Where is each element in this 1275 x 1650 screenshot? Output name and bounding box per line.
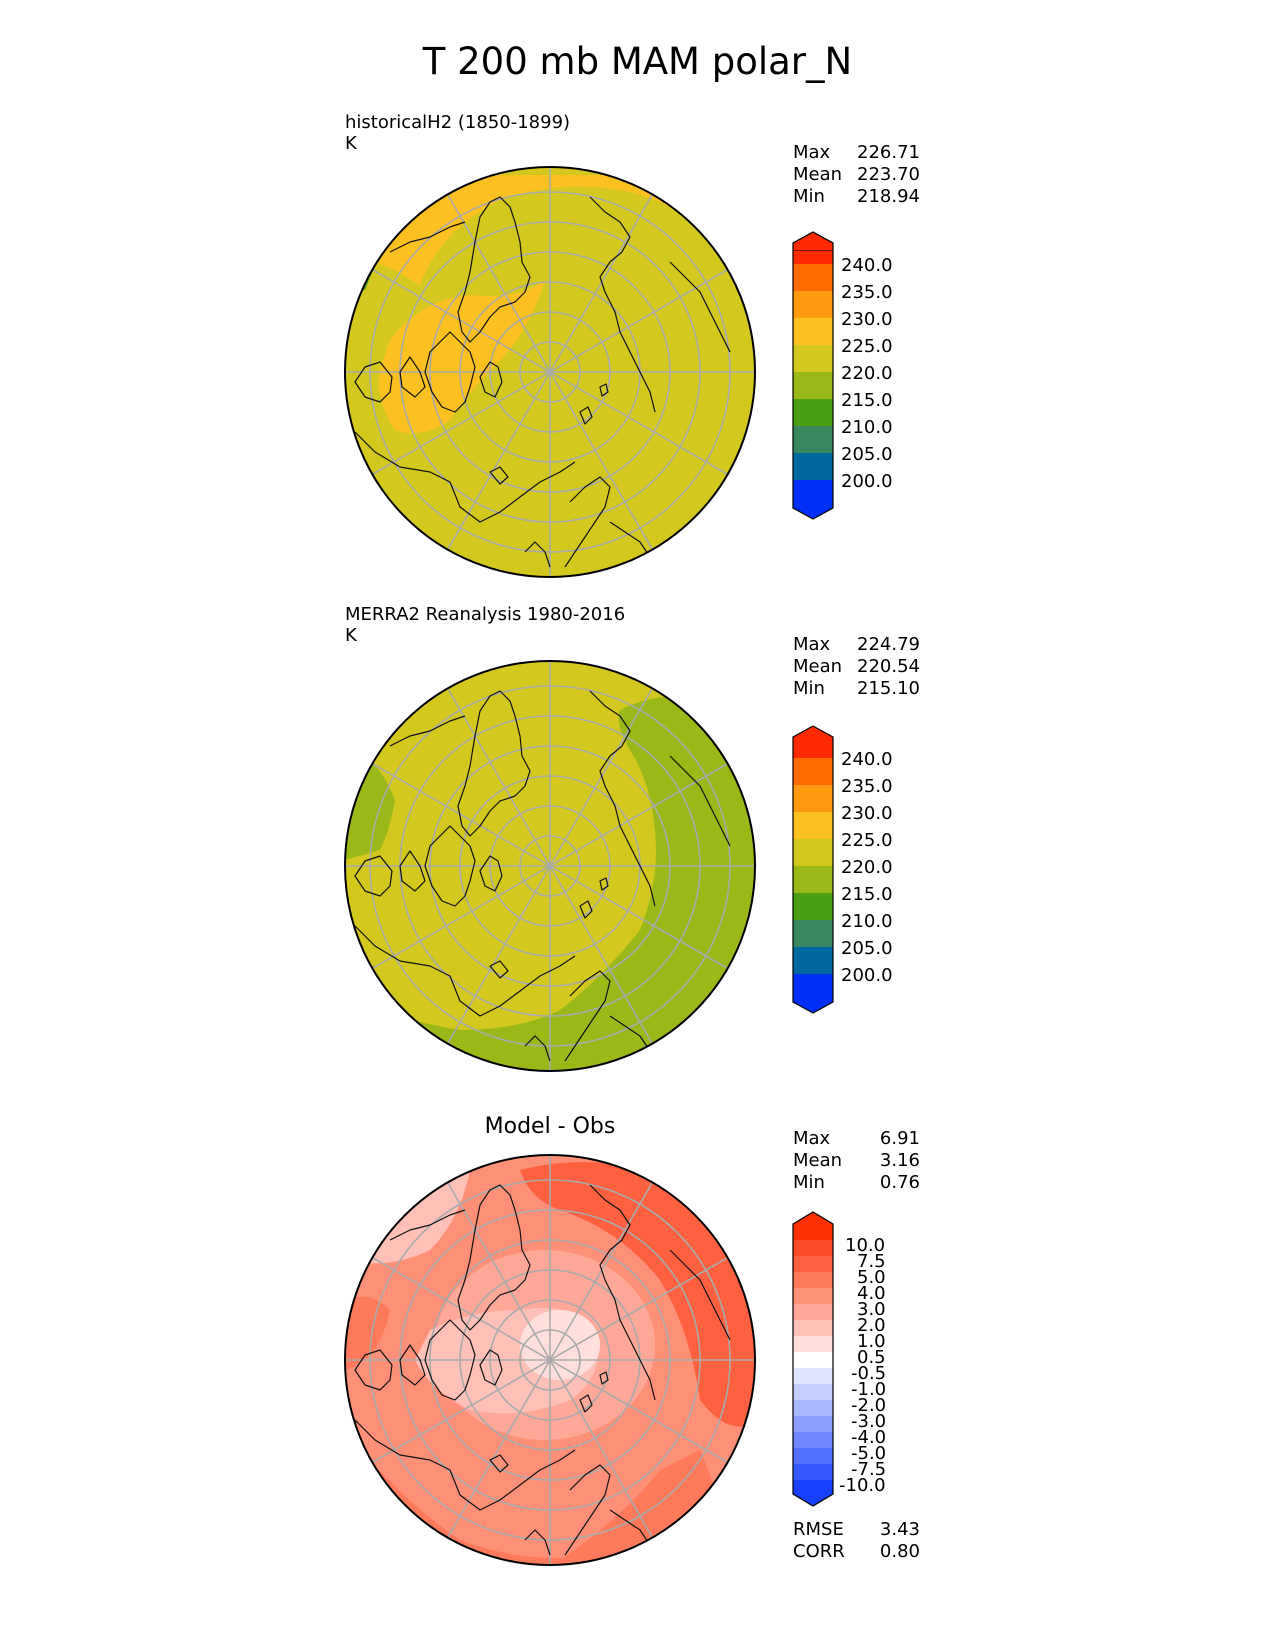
colorbar-tick-label: 215.0: [841, 884, 893, 905]
colorbar-tick-label: -1.0: [851, 1379, 886, 1400]
stat-value: 224.79: [857, 634, 920, 655]
panel3-title: Model - Obs: [484, 1114, 616, 1139]
colorbar-tick-label: 10.0: [845, 1235, 885, 1256]
stat-label: Min: [793, 1172, 825, 1193]
colorbar-tick-label: -7.5: [851, 1459, 886, 1480]
colorbar-tick-label: 220.0: [841, 857, 893, 878]
colorbar-tick-label: 0.5: [857, 1347, 886, 1368]
stat-label: Max: [793, 634, 831, 655]
panel3-field-4-5: [345, 1296, 390, 1370]
stat-label: Mean: [793, 1150, 843, 1171]
panel2-colorbar: 240.0 235.0 230.0 225.0 220.0 215.0 210.…: [792, 725, 893, 1014]
colorbar-tick-label: 200.0: [841, 965, 893, 986]
colorbar-tick-label: 205.0: [841, 938, 893, 959]
panel1-map: [344, 166, 756, 578]
colorbar-tick-label: -5.0: [851, 1443, 886, 1464]
panel1-colorbar: 240.0 235.0 230.0 225.0 220.0 215.0 210.…: [792, 231, 893, 520]
stat-value: 218.94: [857, 186, 920, 207]
colorbar-tick-label: 235.0: [841, 776, 893, 797]
panel2-units: K: [345, 625, 357, 646]
colorbar-tick-label: -4.0: [851, 1427, 886, 1448]
colorbar-tick-label: 235.0: [841, 282, 893, 303]
colorbar-tick-label: 5.0: [857, 1267, 886, 1288]
stat-label: Mean: [793, 164, 843, 185]
panel2-title-line1: MERRA2 Reanalysis 1980-2016: [345, 604, 626, 625]
panel2-stats: Max 224.79 Mean 220.54 Min 215.10: [793, 634, 920, 700]
colorbar-tick-label: 200.0: [841, 471, 893, 492]
stat-label: Min: [793, 678, 825, 699]
colorbar-tick-label: -10.0: [839, 1475, 886, 1496]
colorbar-tick-label: 205.0: [841, 444, 893, 465]
colorbar-tick-label: 225.0: [841, 336, 893, 357]
stat-label: Max: [793, 142, 831, 163]
colorbar-tick-label: -3.0: [851, 1411, 886, 1432]
panel1-units: K: [345, 133, 357, 154]
colorbar-tick-label: 230.0: [841, 803, 893, 824]
panel3-stats: Max 6.91 Mean 3.16 Min 0.76: [793, 1128, 920, 1194]
colorbar-tick-label: 3.0: [857, 1299, 886, 1320]
colorbar-tick-label: 220.0: [841, 363, 893, 384]
panel1-title-line1: historicalH2 (1850-1899): [345, 112, 571, 133]
stat-label: RMSE: [793, 1519, 844, 1540]
panel1-stats: Max 226.71 Mean 223.70 Min 218.94: [793, 142, 920, 208]
colorbar-tick-label: 240.0: [841, 255, 893, 276]
colorbar-tick-label: 225.0: [841, 830, 893, 851]
figure-title: T 200 mb MAM polar_N: [422, 40, 853, 83]
panel2-map: [344, 660, 756, 1072]
stat-label: Min: [793, 186, 825, 207]
colorbar-tick-label: 1.0: [857, 1331, 886, 1352]
panel2-title: MERRA2 Reanalysis 1980-2016 K: [345, 604, 625, 646]
stat-value: 226.71: [857, 142, 920, 163]
stat-value: 3.16: [879, 1150, 920, 1171]
colorbar-tick-label: 4.0: [857, 1283, 886, 1304]
stat-value: 0.76: [879, 1172, 920, 1193]
panel1-title: historicalH2 (1850-1899) K: [345, 112, 570, 154]
stat-value: 220.54: [857, 656, 920, 677]
colorbar-tick-label: 230.0: [841, 309, 893, 330]
stat-value: 3.43: [879, 1519, 920, 1540]
colorbar-tick-label: 210.0: [841, 911, 893, 932]
stat-value: 215.10: [857, 678, 920, 699]
panel3-field-4-5: [560, 1450, 720, 1565]
stat-label: Mean: [793, 656, 843, 677]
stat-value: 0.80: [879, 1541, 920, 1562]
panel1-field-225-230: [345, 175, 720, 285]
panel3-map: [344, 1154, 756, 1566]
colorbar-tick-label: 240.0: [841, 749, 893, 770]
stat-value: 6.91: [879, 1128, 920, 1149]
colorbar-tick-label: 2.0: [857, 1315, 886, 1336]
stat-label: CORR: [793, 1541, 845, 1562]
colorbar-tick-label: 7.5: [857, 1251, 886, 1272]
colorbar-tick-label: -2.0: [851, 1395, 886, 1416]
panel3-colorbar: 10.0 7.5 5.0 4.0 3.0 2.0 1.0 0.5 -0.5 -1…: [792, 1211, 886, 1507]
colorbar-tick-label: 215.0: [841, 390, 893, 411]
colorbar-tick-label: 210.0: [841, 417, 893, 438]
panel3-error-stats: RMSE 3.43 CORR 0.80: [793, 1519, 920, 1563]
colorbar-tick-label: -0.5: [851, 1363, 886, 1384]
stat-label: Max: [793, 1128, 831, 1149]
panel2-field-215-220: [345, 696, 755, 1071]
stat-value: 223.70: [857, 164, 920, 185]
